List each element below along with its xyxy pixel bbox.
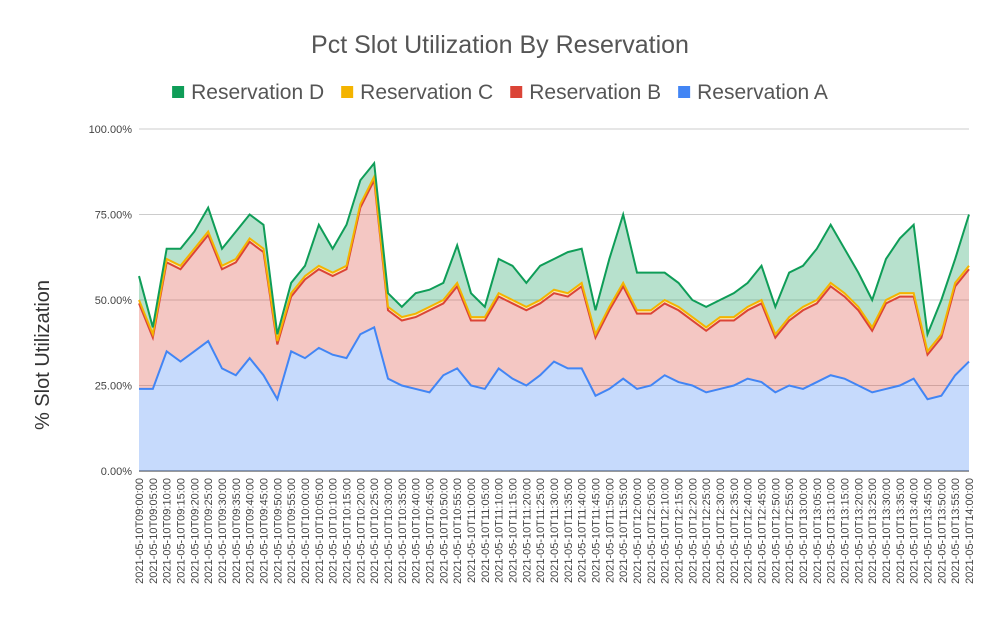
- y-tick-label: 0.00%: [101, 466, 132, 478]
- area-line: [139, 325, 970, 402]
- x-tick-label: 2021-05-10T12:35:00: [729, 478, 741, 584]
- x-tick-label: 2021-05-10T11:25:00: [535, 478, 547, 583]
- x-tick-label: 2021-05-10T13:45:00: [923, 478, 935, 584]
- x-tick-label: 2021-05-10T12:45:00: [757, 478, 769, 584]
- x-tick-label: 2021-05-10T10:35:00: [397, 478, 409, 584]
- x-tick-label: 2021-05-10T12:20:00: [687, 478, 699, 584]
- x-tick-label: 2021-05-10T14:00:00: [964, 478, 976, 584]
- area-line: [138, 173, 970, 354]
- x-tick-label: 2021-05-10T11:15:00: [508, 478, 520, 583]
- x-tick-label: 2021-05-10T10:30:00: [383, 478, 395, 584]
- x-tick-label: 2021-05-10T09:45:00: [259, 478, 271, 584]
- x-tick-label: 2021-05-10T13:35:00: [895, 478, 907, 584]
- x-tick-label: 2021-05-10T12:15:00: [674, 478, 686, 584]
- x-tick-label: 2021-05-10T13:50:00: [936, 478, 948, 584]
- x-tick-label: 2021-05-10T12:10:00: [660, 478, 672, 584]
- x-tick-label: 2021-05-10T09:00:00: [134, 478, 146, 584]
- x-tick-label: 2021-05-10T11:35:00: [563, 478, 575, 583]
- x-tick-label: 2021-05-10T13:00:00: [798, 478, 810, 584]
- x-tick-label: 2021-05-10T12:40:00: [743, 478, 755, 584]
- y-axis-title: % Slot Utilization: [32, 280, 54, 430]
- x-tick-label: 2021-05-10T13:15:00: [840, 478, 852, 584]
- x-tick-label: 2021-05-10T10:00:00: [300, 478, 312, 584]
- chart-title: Pct Slot Utilization By Reservation: [311, 31, 689, 59]
- x-tick-label: 2021-05-10T13:20:00: [853, 478, 865, 584]
- legend: Reservation D Reservation C Reservation B R…: [172, 81, 828, 104]
- x-tick-label: 2021-05-10T12:50:00: [770, 478, 782, 584]
- x-tick-label: 2021-05-10T13:30:00: [881, 478, 893, 584]
- x-tick-label: 2021-05-10T10:40:00: [411, 478, 423, 584]
- x-tick-label: 2021-05-10T09:50:00: [272, 478, 284, 584]
- legend-swatch: [678, 86, 691, 98]
- y-tick-label: 75.00%: [95, 210, 133, 222]
- x-tick-label: 2021-05-10T11:20:00: [521, 478, 533, 583]
- legend-label: Reservation D: [191, 81, 324, 104]
- x-tick-label: 2021-05-10T10:50:00: [438, 478, 450, 584]
- y-tick-label: 25.00%: [95, 381, 133, 393]
- x-tick-label: 2021-05-10T11:50:00: [604, 478, 616, 583]
- x-tick-label: 2021-05-10T13:10:00: [826, 478, 838, 584]
- x-tick-label: 2021-05-10T10:05:00: [314, 478, 326, 584]
- x-tick-label: 2021-05-10T12:00:00: [632, 478, 644, 584]
- y-tick-label: 50.00%: [95, 295, 133, 307]
- x-tick-label: 2021-05-10T09:20:00: [189, 478, 201, 584]
- x-tick-label: 2021-05-10T09:40:00: [245, 478, 257, 584]
- x-tick-label: 2021-05-10T13:40:00: [909, 478, 921, 584]
- x-tick-label: 2021-05-10T11:30:00: [549, 478, 561, 583]
- legend-label: Reservation B: [529, 81, 661, 104]
- x-tick-label: 2021-05-10T10:15:00: [342, 478, 354, 584]
- area-line: [138, 176, 970, 357]
- x-tick-label: 2021-05-10T10:25:00: [369, 478, 381, 584]
- area-line: [138, 160, 970, 339]
- x-tick-label: 2021-05-10T13:25:00: [867, 478, 879, 584]
- x-tick-label: 2021-05-10T09:30:00: [217, 478, 229, 584]
- x-tick-label: 2021-05-10T11:10:00: [494, 478, 506, 583]
- area-fill: [139, 327, 969, 471]
- x-tick-label: 2021-05-10T10:45:00: [425, 478, 437, 584]
- x-tick-label: 2021-05-10T09:35:00: [231, 478, 243, 584]
- legend-swatch: [172, 86, 185, 98]
- x-tick-label: 2021-05-10T12:05:00: [646, 478, 658, 584]
- x-tick-label: 2021-05-10T11:00:00: [466, 478, 478, 583]
- x-tick-label: 2021-05-10T09:05:00: [148, 478, 160, 584]
- y-tick-label: 100.00%: [89, 124, 133, 136]
- x-tick-label: 2021-05-10T09:55:00: [286, 478, 298, 584]
- area-fill: [139, 180, 969, 400]
- x-tick-label: 2021-05-10T10:55:00: [452, 478, 464, 584]
- x-tick-label: 2021-05-10T11:55:00: [618, 478, 630, 583]
- x-tick-label: 2021-05-10T09:10:00: [162, 478, 174, 584]
- x-tick-label: 2021-05-10T09:15:00: [176, 478, 188, 584]
- x-tick-label: 2021-05-10T10:20:00: [355, 478, 367, 584]
- x-tick-label: 2021-05-10T13:05:00: [812, 478, 824, 584]
- legend-swatch: [510, 86, 523, 98]
- x-tick-label: 2021-05-10T10:10:00: [328, 478, 340, 584]
- legend-swatch: [341, 86, 354, 98]
- x-tick-label: 2021-05-10T12:30:00: [715, 478, 727, 584]
- x-tick-label: 2021-05-10T11:45:00: [591, 478, 603, 583]
- x-tick-label: 2021-05-10T11:40:00: [577, 478, 589, 583]
- x-tick-label: 2021-05-10T12:25:00: [701, 478, 713, 584]
- x-tick-label: 2021-05-10T11:05:00: [480, 478, 492, 583]
- legend-label: Reservation C: [360, 81, 493, 104]
- x-tick-label: 2021-05-10T09:25:00: [203, 478, 215, 584]
- x-tick-label: 2021-05-10T13:55:00: [950, 478, 962, 584]
- x-tick-label: 2021-05-10T12:55:00: [784, 478, 796, 584]
- legend-label: Reservation A: [697, 81, 828, 104]
